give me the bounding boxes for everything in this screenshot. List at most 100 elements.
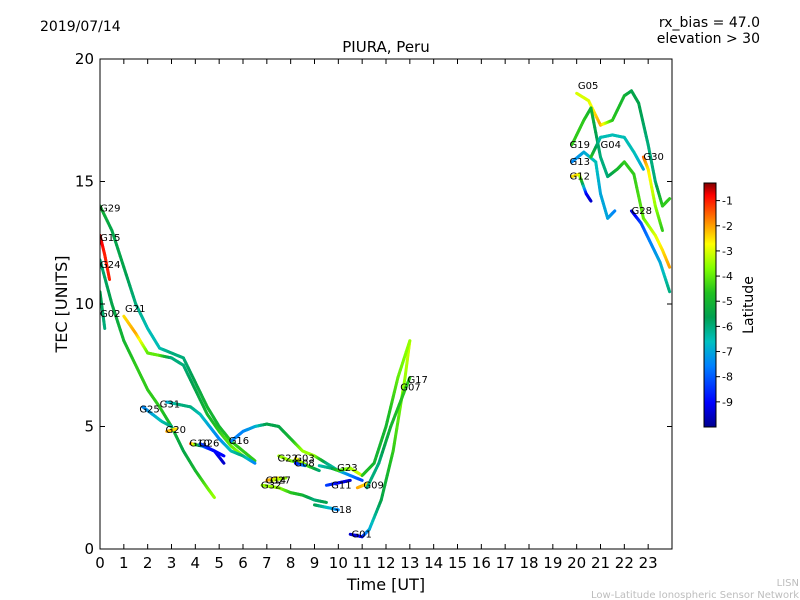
x-tick-label: 21 (591, 554, 610, 572)
trace-segment (612, 209, 617, 214)
series-g17 (360, 339, 412, 477)
x-tick-label: 16 (472, 554, 491, 572)
colorbar-label: Latitude (741, 276, 757, 334)
satellite-label-g05: G05 (578, 81, 598, 92)
elevation-label: elevation > 30 (657, 31, 760, 47)
satellite-label-g02: G02 (100, 309, 120, 320)
x-tick-label: 14 (424, 554, 443, 572)
trace-segment (667, 264, 672, 269)
colorbar-tick-label: -8 (722, 371, 733, 384)
series-g11 (324, 478, 352, 487)
series-g18 (313, 503, 340, 512)
satellite-label-g14: G14 (266, 475, 286, 486)
colorbar-tick-label: -9 (722, 396, 733, 409)
satellite-label-g32: G32 (261, 480, 281, 491)
x-tick-label: 2 (143, 554, 153, 572)
satellite-label-g08: G08 (294, 458, 314, 469)
satellite-label-g04: G04 (601, 140, 621, 151)
satellite-label-g24: G24 (100, 260, 120, 271)
series-g04 (589, 133, 645, 171)
y-axis-label: TEC [UNITS] (52, 256, 71, 354)
series-g03 (293, 456, 321, 473)
x-tick-label: 5 (214, 554, 224, 572)
x-tick-label: 20 (567, 554, 586, 572)
x-tick-label: 6 (238, 554, 248, 572)
series-g13 (570, 150, 617, 220)
x-tick-label: 13 (400, 554, 419, 572)
y-tick-label: 20 (75, 50, 94, 68)
colorbar-ticks: -1 -2 -3 -4 -5 -6 -7 -8 -9 (716, 195, 733, 409)
series-g27 (270, 476, 288, 482)
x-tick-label: 10 (329, 554, 348, 572)
colorbar-tick-label: -5 (722, 295, 733, 308)
chart-title: PIURA, Peru (342, 38, 429, 56)
satellite-label-g28: G28 (631, 206, 651, 217)
series-g24 (100, 258, 216, 500)
x-axis-label: Time [UT] (346, 575, 425, 594)
trace-segment (221, 460, 226, 465)
x-tick-label: 0 (95, 554, 105, 572)
series-g07 (365, 376, 412, 490)
trace-segment (252, 461, 257, 465)
trace-segment (407, 339, 412, 346)
satellite-label-g03: G03 (294, 453, 314, 464)
satellite-label-g07: G07 (400, 382, 420, 393)
satellite-label-g17: G17 (407, 375, 427, 386)
satellite-label-g01: G01 (351, 529, 371, 540)
colorbar-tick-label: -6 (722, 320, 733, 333)
satellite-label-g26: G26 (199, 439, 219, 450)
series-g12 (570, 172, 593, 203)
series-g31 (165, 400, 257, 465)
trace-segment (212, 495, 216, 500)
series-g26 (198, 442, 226, 458)
colorbar-tick-label: -7 (722, 346, 733, 359)
satellite-label-g09: G09 (363, 480, 383, 491)
x-tick-label: 19 (543, 554, 562, 572)
satellite-label-g13: G13 (570, 157, 590, 168)
colorbar-tick-label: -3 (722, 245, 733, 258)
series-g28 (629, 209, 672, 294)
satellite-label-g11: G11 (331, 480, 351, 491)
series-g29 (100, 204, 257, 463)
credit-short: LISN (777, 578, 799, 589)
x-tick-label: 7 (262, 554, 272, 572)
y-tick-label: 15 (75, 173, 94, 191)
y-tick-label: 10 (75, 295, 94, 313)
satellite-label-g21: G21 (125, 304, 145, 315)
x-tick-label: 15 (448, 554, 467, 572)
x-tick-label: 11 (353, 554, 372, 572)
series-g32 (260, 483, 328, 504)
x-tick-label: 9 (310, 554, 320, 572)
series-g30 (641, 155, 664, 232)
series-g05 (575, 89, 672, 208)
trace-segment (660, 226, 664, 232)
satellite-label-g25: G25 (139, 404, 159, 415)
trace-segment (667, 197, 672, 201)
series-g08 (293, 461, 307, 468)
satellite-label-g10: G10 (189, 439, 209, 450)
x-tick-label: 12 (376, 554, 395, 572)
satellite-label-g20: G20 (166, 425, 186, 436)
x-tick-label: 22 (615, 554, 634, 572)
trace-segment (667, 287, 672, 294)
series-g19 (570, 106, 672, 269)
series-g23 (317, 464, 364, 477)
satellite-label-g23: G23 (337, 463, 357, 474)
satellite-label-g16: G16 (229, 436, 249, 447)
satellite-label-g22: G22 (278, 453, 298, 464)
x-tick-label: 4 (191, 554, 201, 572)
satellite-label-g29: G29 (100, 203, 120, 214)
x-tick-label: 17 (496, 554, 515, 572)
x-tick-label: 8 (286, 554, 296, 572)
satellite-label-g27: G27 (270, 475, 290, 486)
satellite-label-g15: G15 (100, 233, 120, 244)
x-tick-label: 23 (639, 554, 658, 572)
x-tick-label: 18 (519, 554, 538, 572)
date-label: 2019/07/14 (40, 19, 121, 35)
satellite-label-g19: G19 (570, 140, 590, 151)
colorbar-tick-label: -1 (722, 195, 733, 208)
series-g21 (122, 314, 245, 458)
satellite-label-g18: G18 (331, 505, 351, 516)
rx-bias-label: rx_bias = 47.0 (659, 15, 760, 31)
